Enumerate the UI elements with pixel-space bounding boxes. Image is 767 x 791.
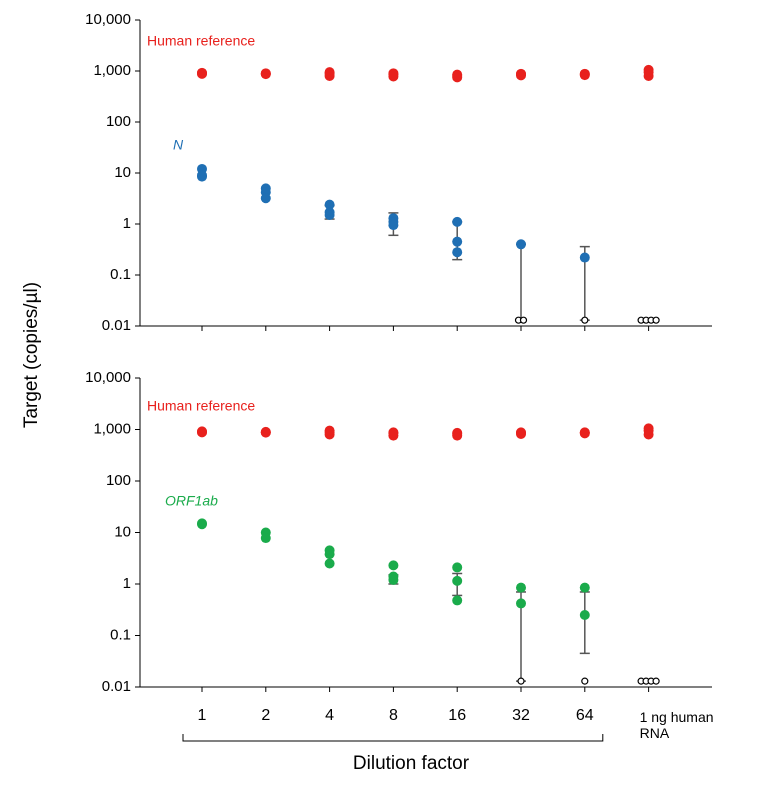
- y-tick-label: 1: [123, 575, 131, 592]
- y-axis-label: Target (copies/µl): [21, 282, 42, 428]
- data-point: [324, 68, 335, 79]
- y-tick-label: 1,000: [93, 62, 131, 79]
- y-tick-label: 10: [114, 523, 131, 540]
- non-detect-point: [517, 677, 525, 685]
- x-tick-label: 1: [198, 707, 207, 724]
- data-point: [197, 171, 207, 182]
- x-tick-label: 16: [448, 707, 466, 724]
- data-point: [324, 427, 335, 438]
- data-point: [579, 252, 590, 263]
- series-label: ORF1ab: [165, 493, 218, 509]
- data-point: [260, 69, 271, 80]
- data-point: [516, 69, 526, 80]
- data-point: [197, 67, 207, 78]
- data-point: [516, 427, 526, 438]
- non-detect-point: [581, 316, 589, 324]
- data-point: [516, 239, 526, 250]
- y-tick-label: 100: [106, 472, 131, 489]
- data-point: [388, 428, 399, 439]
- x-tick-label: 32: [512, 707, 530, 724]
- data-point: [452, 216, 463, 227]
- y-tick-label: 100: [106, 113, 131, 130]
- y-tick-label: 0.01: [102, 317, 131, 334]
- x-tick-label: 64: [576, 707, 594, 724]
- data-point: [388, 69, 399, 80]
- bracket: [182, 734, 604, 742]
- data-point: [643, 67, 654, 78]
- data-point: [388, 560, 399, 571]
- x-tick-label: 8: [389, 707, 398, 724]
- data-point: [452, 575, 463, 586]
- x-tick-label: 1 ng human RNA: [639, 709, 714, 741]
- y-tick-label: 1,000: [93, 420, 131, 437]
- x-tick-label: 4: [325, 707, 334, 724]
- data-point: [452, 236, 463, 247]
- data-point: [579, 68, 590, 79]
- data-point: [324, 558, 335, 569]
- x-tick-label: 2: [261, 707, 270, 724]
- y-tick-label: 10,000: [85, 369, 131, 386]
- data-point: [452, 595, 463, 606]
- non-detect-point: [652, 677, 660, 685]
- data-point: [452, 247, 463, 258]
- data-point: [579, 582, 590, 593]
- data-point: [260, 533, 271, 544]
- data-point: [260, 193, 271, 204]
- data-point: [579, 610, 590, 621]
- y-tick-label: 10,000: [85, 11, 131, 28]
- data-point: [643, 425, 654, 436]
- data-point: [579, 427, 590, 438]
- y-tick-label: 0.01: [102, 678, 131, 695]
- data-point: [388, 220, 399, 231]
- y-tick-label: 1: [123, 215, 131, 232]
- data-point: [197, 426, 207, 437]
- data-point: [452, 428, 463, 439]
- y-tick-label: 10: [114, 164, 131, 181]
- data-point: [452, 562, 463, 573]
- data-point: [324, 549, 335, 560]
- data-point: [452, 70, 463, 81]
- series-label: N: [173, 137, 184, 153]
- x-axis-label: Dilution factor: [353, 753, 470, 774]
- data-point: [516, 582, 526, 593]
- data-point: [388, 574, 399, 585]
- non-detect-point: [652, 316, 660, 324]
- series-label: Human reference: [147, 33, 255, 49]
- data-point: [324, 210, 335, 221]
- data-point: [197, 519, 207, 530]
- y-tick-label: 0.1: [110, 626, 131, 643]
- y-tick-label: 0.1: [110, 266, 131, 283]
- non-detect-point: [519, 316, 528, 324]
- data-point: [324, 199, 335, 210]
- data-point: [516, 598, 526, 609]
- non-detect-point: [581, 677, 589, 685]
- series-label: Human reference: [147, 398, 255, 414]
- data-point: [260, 427, 271, 438]
